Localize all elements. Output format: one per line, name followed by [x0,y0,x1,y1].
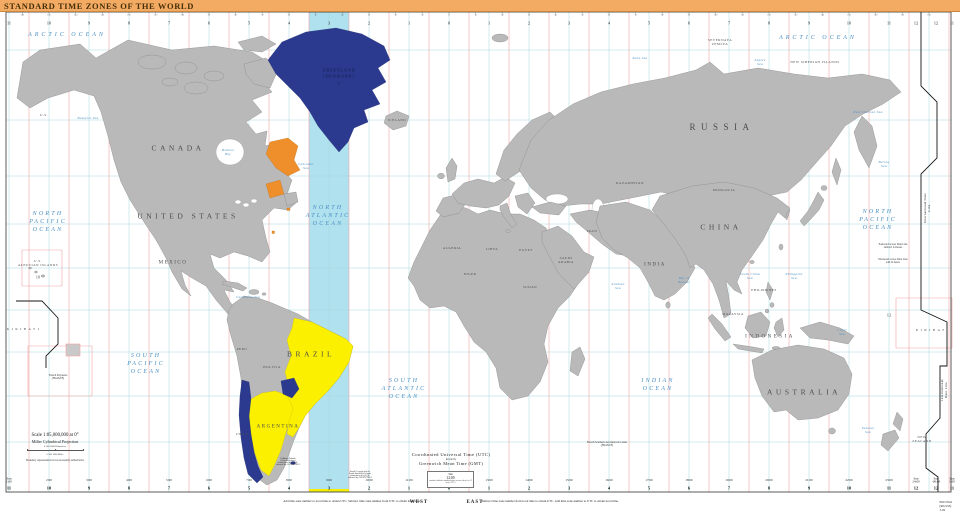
chile-region [238,379,264,484]
utc-noon-day: Sun [448,473,453,476]
ireland [437,172,445,179]
map-id: 802158AI (R02193) 3-09 [939,500,952,512]
philippines-islands [765,281,774,301]
greenland-region [267,27,391,153]
sulawesi [773,317,785,338]
st-pierre-miquelon [286,207,291,211]
arctic-island [137,54,167,70]
east-instruction: Subtract time zone number from local tim… [481,499,619,503]
timezone-colored-regions [238,27,391,484]
highlighted-zone-underline [309,489,349,492]
utc-title-line3: Greenwich Mean Time (GMT) [418,461,484,466]
map-projection: Miller Cylindrical Projection [31,439,79,444]
falkland-islands [290,461,296,465]
utc-title-block: Coordinated Universal Time (UTC) formerl… [412,452,491,466]
utc-title-line1: Coordinated Universal Time (UTC) [411,452,491,457]
new-guinea [799,321,855,345]
japan [799,191,825,227]
tasmania [828,427,836,435]
sri-lanka [665,301,671,309]
newfoundland [283,191,299,207]
arabia [541,225,595,290]
sumatra [707,313,732,342]
italy [499,202,518,229]
cuba [221,280,248,292]
page-title: STANDARD TIME ZONES OF THE WORLD [4,0,194,11]
west-instruction: Add time zone number to local time to ob… [283,499,421,503]
utc-title-line2: formerly [445,457,457,461]
anatolia [531,201,567,216]
africa [407,205,579,401]
labrador-region [265,137,301,177]
map-frame [5,11,952,493]
baffin-island [243,57,279,89]
east-label: EAST [466,500,484,505]
java [732,343,765,354]
west-label: WEST [409,500,429,505]
taiwan [778,243,784,251]
kamchatka [853,115,878,169]
china-southeast-asia [651,181,791,319]
hudson-bay-water [215,138,245,166]
hawaii [28,266,32,270]
iceland [383,110,410,131]
sakhalin [831,157,842,186]
international-date-line [16,12,948,492]
boundary-disclaimer: Boundary representation is not necessari… [26,459,84,462]
map-scale: Scale 1:85,000,000 at 0° [31,433,79,438]
utc-noon-box: Sun 12:00 (number indicates standard tim… [427,471,474,488]
western-europe [451,176,516,209]
utc-noon-time: 12:00 [446,476,455,480]
scale-box: Scale 1:85,000,000 at 0° Miller Cylindri… [26,433,84,462]
zone-boundary-boxes [21,249,953,397]
scale-bar [27,449,84,453]
utc-noon-note: (number indicates standard time in zone … [429,480,472,485]
brazil-east-region [284,317,354,438]
russia-siberia [518,61,902,207]
new-zealand-north [892,411,904,432]
madagascar [569,346,586,377]
quebec-lower-north-shore [265,179,285,199]
scale-kilometers: 0 500 1000 Kilometers [44,444,66,448]
ellesmere-island [237,35,277,53]
svalbard [491,33,509,43]
scale-miles: 0 500 1000 Miles [46,453,64,456]
borneo [744,311,771,339]
balkans [514,192,536,215]
title-bar: STANDARD TIME ZONES OF THE WORLD [0,0,960,12]
great-britain [445,157,458,183]
paraguay-region [280,377,300,399]
australia [751,344,853,421]
new-zealand-south [880,429,900,452]
